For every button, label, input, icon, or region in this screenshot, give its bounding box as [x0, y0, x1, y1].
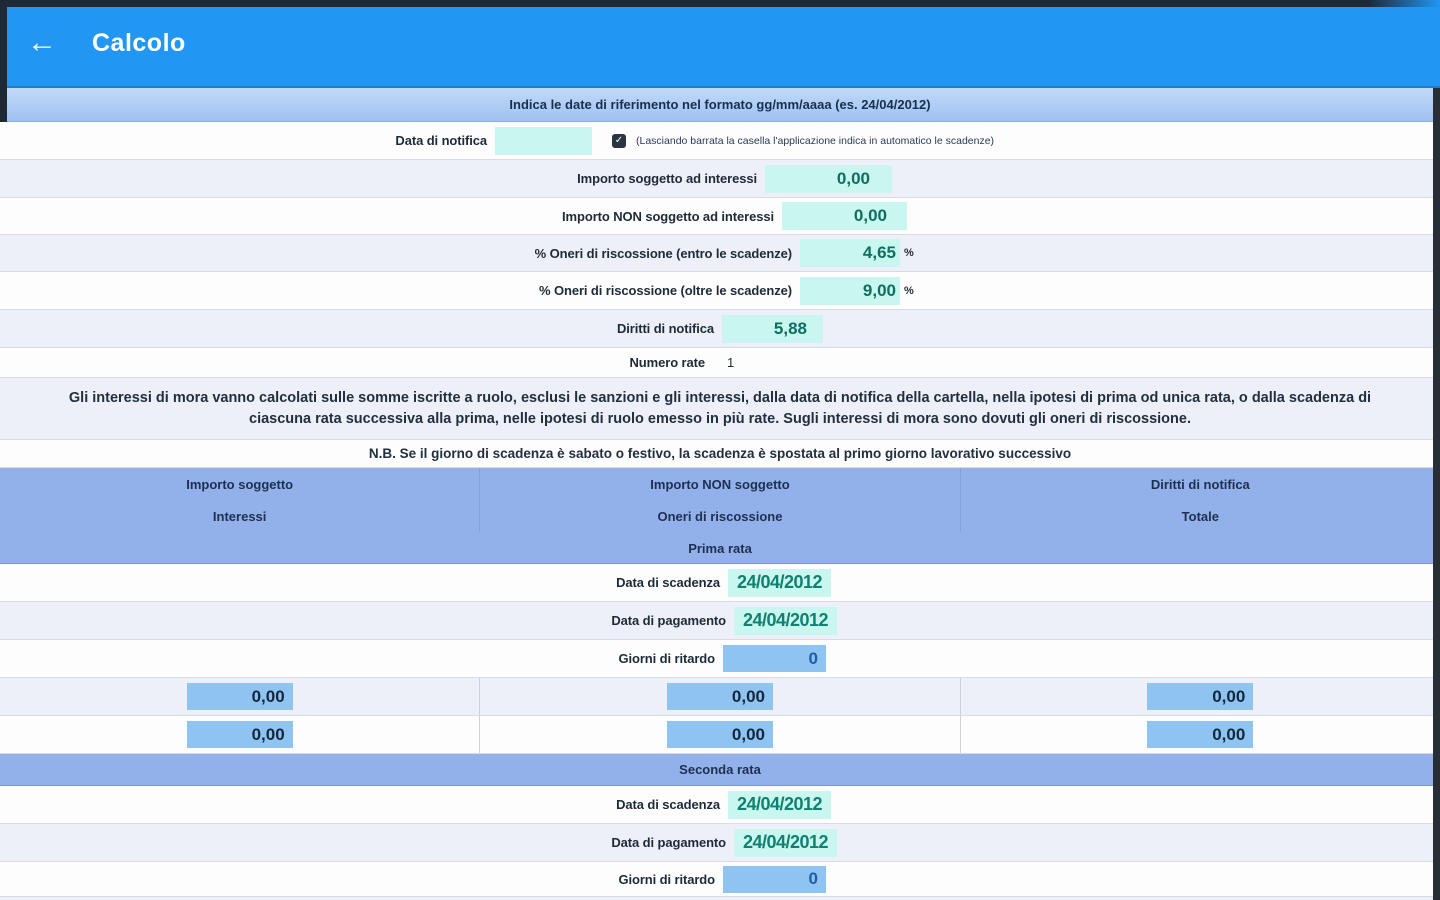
- col3-header-line2: Totale: [959, 500, 1440, 532]
- prima-r1-col3: 0,00: [959, 678, 1440, 715]
- data-notifica-input[interactable]: [495, 126, 592, 155]
- oneri-entro-field[interactable]: 4,65: [800, 239, 900, 267]
- prima-rata-title-row: Prima rata: [0, 532, 1440, 564]
- diritti-notifica-field[interactable]: 5,88: [722, 314, 823, 343]
- scrollbar[interactable]: [1433, 88, 1440, 900]
- auto-scadenze-note: (Lasciando barrata la casella l'applicaz…: [636, 134, 995, 147]
- seconda-giorni-ritardo-field[interactable]: 0: [723, 865, 826, 893]
- seconda-data-scadenza-row: Data di scadenza 24/04/2012: [0, 786, 1440, 824]
- prima-diritti-field: 0,00: [1147, 683, 1254, 710]
- importo-non-soggetto-field[interactable]: 0,00: [782, 202, 907, 230]
- app-bar: ← Calcolo: [0, 0, 1440, 88]
- importo-soggetto-field[interactable]: 0,00: [765, 164, 892, 193]
- col2-header-line2: Oneri di riscossione: [479, 500, 959, 532]
- col3-header-line1: Diritti di notifica: [959, 468, 1440, 500]
- diritti-notifica-row: Diritti di notifica 5,88: [0, 310, 1440, 348]
- prima-giorni-ritardo-label: Giorni di ritardo: [618, 651, 715, 666]
- table-header-row-2: Interessi Oneri di riscossione Totale: [0, 500, 1440, 532]
- nb-text: N.B. Se il giorno di scadenza è sabato o…: [368, 446, 1072, 461]
- prima-r2-col1: 0,00: [0, 716, 479, 753]
- oneri-oltre-percent-suffix: %: [904, 284, 914, 297]
- data-notifica-label: Data di notifica: [395, 133, 487, 148]
- page-title: Calcolo: [92, 28, 186, 57]
- format-hint-text: Indica le date di riferimento nel format…: [509, 97, 931, 112]
- prima-values-row-1: 0,00 0,00 0,00: [0, 678, 1440, 716]
- prima-r1-col2: 0,00: [479, 678, 959, 715]
- seconda-giorni-ritardo-row: Giorni di ritardo 0: [0, 862, 1440, 897]
- numero-rate-value[interactable]: 1: [727, 355, 735, 370]
- prima-interessi-field: 0,00: [186, 683, 293, 710]
- data-notifica-row: Data di notifica ✓ (Lasciando barrata la…: [0, 122, 1440, 160]
- checkmark-icon: ✓: [614, 134, 624, 146]
- seconda-data-pagamento-row: Data di pagamento 24/04/2012: [0, 824, 1440, 862]
- back-button[interactable]: ←: [16, 28, 68, 58]
- info-paragraph-row: Gli interessi di mora vanno calcolati su…: [0, 378, 1440, 440]
- prima-r2-col3: 0,00: [959, 716, 1440, 753]
- prima-oneri-totale-field: 0,00: [666, 721, 773, 748]
- prima-r2-col2: 0,00: [479, 716, 959, 753]
- oneri-oltre-label: % Oneri di riscossione (oltre le scadenz…: [539, 283, 792, 298]
- prima-giorni-ritardo-field[interactable]: 0: [723, 645, 826, 672]
- prima-interessi-totale-field: 0,00: [186, 721, 293, 748]
- seconda-data-scadenza-field[interactable]: 24/04/2012: [728, 790, 831, 819]
- oneri-oltre-field[interactable]: 9,00: [800, 276, 900, 305]
- prima-giorni-ritardo-row: Giorni di ritardo 0: [0, 640, 1440, 678]
- seconda-data-pagamento-label: Data di pagamento: [611, 835, 726, 850]
- left-edge-strip: [0, 0, 7, 122]
- auto-scadenze-checkbox[interactable]: ✓: [612, 133, 626, 148]
- nb-row: N.B. Se il giorno di scadenza è sabato o…: [0, 440, 1440, 468]
- oneri-entro-label: % Oneri di riscossione (entro le scadenz…: [534, 245, 792, 261]
- col1-header-line2: Interessi: [212, 508, 267, 524]
- diritti-notifica-label: Diritti di notifica: [616, 321, 714, 336]
- importo-soggetto-label: Importo soggetto ad interessi: [577, 171, 757, 186]
- prima-data-pagamento-field[interactable]: 24/04/2012: [734, 606, 837, 635]
- importo-soggetto-row: Importo soggetto ad interessi 0,00: [0, 160, 1440, 198]
- oneri-entro-percent-suffix: %: [904, 247, 914, 259]
- prima-data-scadenza-field[interactable]: 24/04/2012: [728, 568, 831, 597]
- importo-non-soggetto-row: Importo NON soggetto ad interessi 0,00: [0, 198, 1440, 235]
- seconda-giorni-ritardo-label: Giorni di ritardo: [618, 871, 715, 887]
- numero-rate-row: Numero rate 1: [0, 348, 1440, 378]
- results-table-header: Importo soggetto Importo NON soggetto Di…: [0, 468, 1440, 564]
- prima-values-row-2: 0,00 0,00 0,00: [0, 716, 1440, 754]
- back-arrow-icon: ←: [27, 26, 57, 59]
- next-row-sliver: [0, 897, 1440, 900]
- prima-data-scadenza-row: Data di scadenza 24/04/2012: [0, 564, 1440, 602]
- seconda-data-pagamento-field[interactable]: 24/04/2012: [734, 828, 837, 857]
- info-paragraph-text: Gli interessi di mora vanno calcolati su…: [68, 389, 1372, 427]
- table-header-row-1: Importo soggetto Importo NON soggetto Di…: [0, 468, 1440, 500]
- prima-totale-field: 0,00: [1147, 721, 1254, 748]
- format-hint-banner: Indica le date di riferimento nel format…: [0, 88, 1440, 122]
- numero-rate-label: Numero rate: [629, 355, 706, 370]
- prima-data-pagamento-row: Data di pagamento 24/04/2012: [0, 602, 1440, 640]
- importo-non-soggetto-label: Importo NON soggetto ad interessi: [562, 208, 774, 224]
- seconda-data-scadenza-label: Data di scadenza: [616, 797, 720, 812]
- oneri-entro-row: % Oneri di riscossione (entro le scadenz…: [0, 235, 1440, 272]
- prima-data-pagamento-label: Data di pagamento: [611, 613, 726, 628]
- prima-rata-title: Prima rata: [688, 540, 752, 556]
- seconda-rata-title: Seconda rata: [0, 754, 1440, 786]
- oneri-oltre-row: % Oneri di riscossione (oltre le scadenz…: [0, 272, 1440, 310]
- status-bar-strip: [0, 0, 1440, 7]
- col1-header-line1: Importo soggetto: [186, 476, 294, 492]
- prima-oneri-field: 0,00: [666, 683, 773, 710]
- prima-data-scadenza-label: Data di scadenza: [616, 575, 720, 590]
- prima-r1-col1: 0,00: [0, 678, 479, 715]
- col2-header-line1: Importo NON soggetto: [479, 468, 959, 500]
